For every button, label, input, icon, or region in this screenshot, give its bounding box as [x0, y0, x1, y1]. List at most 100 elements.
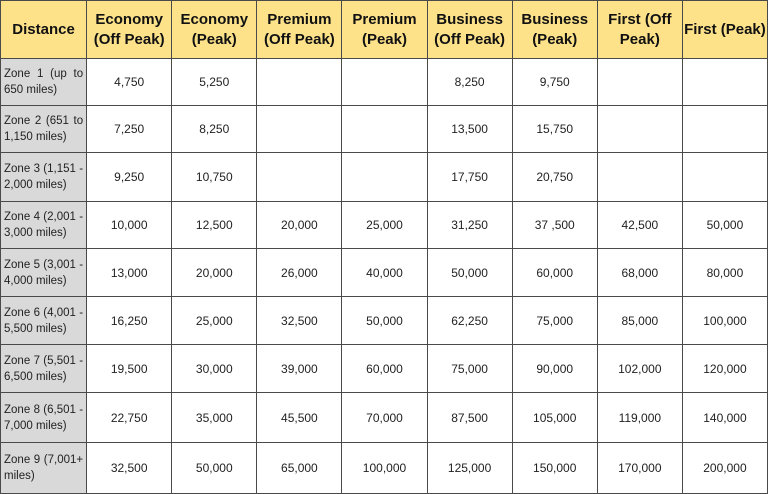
points-cell: 45,500: [256, 392, 343, 443]
distance-cell: Zone 4 (2,001 - 3,000 miles): [0, 201, 88, 249]
points-cell: [596, 152, 683, 202]
points-cell: 200,000: [681, 442, 768, 494]
points-cell: 65,000: [256, 442, 343, 494]
points-cell: [596, 105, 683, 153]
points-cell: [256, 152, 343, 202]
points-cell: 13,500: [426, 105, 513, 153]
table-row: Zone 7 (5,501 - 6,500 miles) 19,500 30,000…: [0, 344, 768, 393]
points-cell: 9,750: [511, 58, 598, 106]
points-cell: 87,500: [426, 392, 513, 443]
points-cell: 102,000: [596, 344, 683, 393]
distance-cell: Zone 1 (up to 650 miles): [0, 58, 88, 106]
distance-cell: Zone 7 (5,501 - 6,500 miles): [0, 344, 88, 393]
table-row: Zone 4 (2,001 - 3,000 miles) 10,000 12,500…: [0, 201, 768, 249]
points-cell: 140,000: [681, 392, 768, 443]
table-row: Zone 5 (3,001 - 4,000 miles) 13,000 20,000…: [0, 248, 768, 297]
points-cell: 100,000: [341, 442, 428, 494]
points-cell: 30,000: [171, 344, 258, 393]
points-cell: 85,000: [596, 296, 683, 345]
distance-cell: Zone 3 (1,151 - 2,000 miles): [0, 152, 88, 202]
points-cell: 16,250: [86, 296, 173, 345]
points-cell: 90,000: [511, 344, 598, 393]
points-cell: 80,000: [681, 248, 768, 297]
points-cell: 20,750: [511, 152, 598, 202]
table-row: Zone 6 (4,001 - 5,500 miles) 16,250 25,000…: [0, 296, 768, 345]
points-cell: 4,750: [86, 58, 173, 106]
points-cell: 9,250: [86, 152, 173, 202]
distance-cell: Zone 8 (6,501 - 7,000 miles): [0, 392, 88, 443]
points-cell: 26,000: [256, 248, 343, 297]
table-row: Zone 3 (1,151 - 2,000 miles) 9,250 10,750 1…: [0, 152, 768, 202]
points-cell: [341, 105, 428, 153]
points-cell: [681, 105, 768, 153]
points-cell: [341, 152, 428, 202]
points-cell: 170,000: [596, 442, 683, 494]
column-header: Business (Peak): [511, 0, 598, 59]
points-cell: 50,000: [171, 442, 258, 494]
points-cell: 12,500: [171, 201, 258, 249]
distance-cell: Zone 5 (3,001 - 4,000 miles): [0, 248, 88, 297]
points-cell: 50,000: [426, 248, 513, 297]
distance-cell: Zone 6 (4,001 - 5,500 miles): [0, 296, 88, 345]
table-row: Zone 9 (7,001+ miles) 32,500 50,000 65,000 1…: [0, 442, 768, 494]
points-cell: 70,000: [341, 392, 428, 443]
points-cell: 35,000: [171, 392, 258, 443]
points-cell: 25,000: [171, 296, 258, 345]
column-header: Business (Off Peak): [426, 0, 513, 59]
points-cell: 31,250: [426, 201, 513, 249]
points-cell: 15,750: [511, 105, 598, 153]
points-cell: 8,250: [171, 105, 258, 153]
points-cell: 20,000: [256, 201, 343, 249]
points-cell: 10,750: [171, 152, 258, 202]
column-header: Economy (Peak): [171, 0, 258, 59]
column-header: Premium (Peak): [341, 0, 428, 59]
points-cell: 60,000: [511, 248, 598, 297]
table-body: Zone 1 (up to 650 miles) 4,750 5,250 8,250 9…: [0, 58, 768, 494]
points-cell: 17,750: [426, 152, 513, 202]
distance-cell: Zone 9 (7,001+ miles): [0, 442, 88, 494]
points-cell: 75,000: [511, 296, 598, 345]
points-cell: 25,000: [341, 201, 428, 249]
points-cell: 10,000: [86, 201, 173, 249]
points-cell: [256, 105, 343, 153]
points-cell: 150,000: [511, 442, 598, 494]
points-cell: 7,250: [86, 105, 173, 153]
column-header: Distance: [0, 0, 88, 59]
points-cell: 50,000: [341, 296, 428, 345]
points-cell: 125,000: [426, 442, 513, 494]
points-cell: 75,000: [426, 344, 513, 393]
points-cell: [681, 152, 768, 202]
points-cell: 119,000: [596, 392, 683, 443]
points-cell: 5,250: [171, 58, 258, 106]
points-cell: 60,000: [341, 344, 428, 393]
points-cell: 50,000: [681, 201, 768, 249]
points-cell: 40,000: [341, 248, 428, 297]
column-header: First (Peak): [681, 0, 768, 59]
points-cell: 42,500: [596, 201, 683, 249]
points-cell: 22,750: [86, 392, 173, 443]
points-cell: 120,000: [681, 344, 768, 393]
table-row: Zone 2 (651 to 1,150 miles) 7,250 8,250 13,…: [0, 105, 768, 153]
header-row: Distance Economy (Off Peak) Economy (Peak)…: [0, 0, 768, 59]
points-cell: [256, 58, 343, 106]
points-cell: [596, 58, 683, 106]
column-header: Premium (Off Peak): [256, 0, 343, 59]
distance-cell: Zone 2 (651 to 1,150 miles): [0, 105, 88, 153]
points-cell: 100,000: [681, 296, 768, 345]
table-row: Zone 8 (6,501 - 7,000 miles) 22,750 35,000…: [0, 392, 768, 443]
table-row: Zone 1 (up to 650 miles) 4,750 5,250 8,250 9…: [0, 58, 768, 106]
points-cell: 13,000: [86, 248, 173, 297]
points-cell: 19,500: [86, 344, 173, 393]
points-cell: 8,250: [426, 58, 513, 106]
points-cell: 39,000: [256, 344, 343, 393]
points-cell: [681, 58, 768, 106]
points-cell: 37 ,500: [511, 201, 598, 249]
points-cell: 32,500: [86, 442, 173, 494]
column-header: Economy (Off Peak): [86, 0, 173, 59]
points-cell: [341, 58, 428, 106]
points-cell: 62,250: [426, 296, 513, 345]
points-cell: 20,000: [171, 248, 258, 297]
points-cell: 68,000: [596, 248, 683, 297]
